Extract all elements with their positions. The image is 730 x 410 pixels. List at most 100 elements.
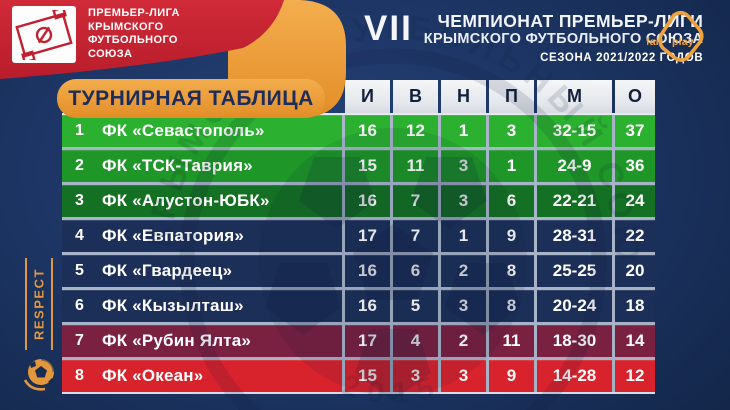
row-position: 8 bbox=[75, 367, 84, 384]
row-games: 16 bbox=[345, 115, 390, 147]
row-draws: 3 bbox=[441, 150, 486, 182]
row-wins: 4 bbox=[393, 325, 438, 357]
championship-title: ЧЕМПИОНАТ ПРЕМЬЕР-ЛИГИ bbox=[437, 11, 704, 31]
column-header: В bbox=[393, 80, 438, 113]
row-club-cell: 2 ФК «ТСК-Таврия» bbox=[62, 150, 342, 182]
row-losses: 8 bbox=[489, 255, 534, 287]
row-wins: 11 bbox=[393, 150, 438, 182]
row-draws: 3 bbox=[441, 290, 486, 322]
row-losses: 9 bbox=[489, 220, 534, 252]
row-position: 1 bbox=[75, 122, 84, 139]
row-wins: 3 bbox=[393, 360, 438, 392]
standings-table: 1 ФК «Севастополь» 16 12 1 3 32-15 37 2 … bbox=[62, 113, 655, 394]
row-wins: 5 bbox=[393, 290, 438, 322]
row-games: 16 bbox=[345, 290, 390, 322]
row-games: 15 bbox=[345, 150, 390, 182]
row-games: 15 bbox=[345, 360, 390, 392]
row-wins: 7 bbox=[393, 220, 438, 252]
row-club-name: ФК «ТСК-Таврия» bbox=[102, 156, 253, 175]
championship-subtitle: КРЫМСКОГО ФУТБОЛЬНОГО СОЮЗА bbox=[423, 31, 704, 47]
fairplay-word-fair: fair bbox=[646, 36, 664, 48]
federation-name-line: КРЫМСКОГО bbox=[88, 20, 164, 33]
row-draws: 2 bbox=[441, 255, 486, 287]
row-draws: 2 bbox=[441, 325, 486, 357]
respect-label: RESPECT bbox=[31, 268, 47, 340]
column-header: Н bbox=[441, 80, 486, 113]
row-losses: 6 bbox=[489, 185, 534, 217]
column-header: М bbox=[537, 80, 612, 113]
federation-name: ПРЕМЬЕР-ЛИГА КРЫМСКОГО ФУТБОЛЬНОГО СОЮЗА bbox=[88, 7, 180, 61]
row-club-cell: 8 ФК «Океан» bbox=[62, 360, 342, 392]
row-points: 12 bbox=[615, 360, 655, 392]
row-losses: 11 bbox=[489, 325, 534, 357]
row-losses: 3 bbox=[489, 115, 534, 147]
row-goals: 28-31 bbox=[537, 220, 612, 252]
respect-line bbox=[25, 258, 27, 350]
row-losses: 1 bbox=[489, 150, 534, 182]
row-position: 6 bbox=[75, 297, 84, 314]
row-club-cell: 4 ФК «Евпатория» bbox=[62, 220, 342, 252]
row-goals: 32-15 bbox=[537, 115, 612, 147]
row-position: 5 bbox=[75, 262, 84, 279]
row-wins: 6 bbox=[393, 255, 438, 287]
football-icon bbox=[23, 357, 56, 391]
row-points: 36 bbox=[615, 150, 655, 182]
row-losses: 9 bbox=[489, 360, 534, 392]
row-club-cell: 6 ФК «Кызылташ» bbox=[62, 290, 342, 322]
row-points: 37 bbox=[615, 115, 655, 147]
row-draws: 1 bbox=[441, 115, 486, 147]
column-header: И bbox=[345, 80, 390, 113]
federation-name-line: СОЮЗА bbox=[88, 47, 133, 60]
row-points: 22 bbox=[615, 220, 655, 252]
fairplay-shield-icon bbox=[658, 10, 704, 62]
row-draws: 1 bbox=[441, 220, 486, 252]
row-games: 16 bbox=[345, 255, 390, 287]
column-header: П bbox=[489, 80, 534, 113]
fairplay-logo: fair play bbox=[646, 10, 704, 68]
row-draws: 3 bbox=[441, 185, 486, 217]
fairplay-word-play: play bbox=[672, 36, 694, 48]
row-points: 14 bbox=[615, 325, 655, 357]
pitch-icon bbox=[15, 9, 73, 60]
row-points: 24 bbox=[615, 185, 655, 217]
row-club-name: ФК «Рубин Ялта» bbox=[102, 331, 252, 350]
row-club-name: ФК «Гвардеец» bbox=[102, 261, 233, 280]
federation-name-line: ФУТБОЛЬНОГО bbox=[88, 34, 178, 46]
row-club-name: ФК «Евпатория» bbox=[102, 226, 245, 245]
column-header: О bbox=[615, 80, 655, 113]
row-games: 17 bbox=[345, 325, 390, 357]
orange-banner-pill bbox=[57, 79, 325, 118]
row-goals: 22-21 bbox=[537, 185, 612, 217]
row-club-name: ФК «Океан» bbox=[102, 366, 204, 385]
respect-line bbox=[51, 258, 53, 350]
row-games: 16 bbox=[345, 185, 390, 217]
respect-badge: RESPECT bbox=[20, 258, 60, 398]
federation-name-line: ПРЕМЬЕР-ЛИГА bbox=[88, 7, 180, 19]
row-position: 3 bbox=[75, 192, 84, 209]
row-points: 20 bbox=[615, 255, 655, 287]
row-goals: 25-25 bbox=[537, 255, 612, 287]
row-position: 7 bbox=[75, 332, 84, 349]
row-club-cell: 3 ФК «Алустон-ЮБК» bbox=[62, 185, 342, 217]
row-goals: 14-28 bbox=[537, 360, 612, 392]
row-games: 17 bbox=[345, 220, 390, 252]
row-club-name: ФК «Алустон-ЮБК» bbox=[102, 191, 270, 210]
championship-heading: VII ЧЕМПИОНАТ ПРЕМЬЕР-ЛИГИ КРЫМСКОГО ФУТ… bbox=[364, 11, 704, 64]
row-wins: 7 bbox=[393, 185, 438, 217]
page-title: ТУРНИРНАЯ ТАБЛИЦА bbox=[68, 86, 314, 110]
row-goals: 20-24 bbox=[537, 290, 612, 322]
row-club-cell: 1 ФК «Севастополь» bbox=[62, 115, 342, 147]
row-position: 4 bbox=[75, 227, 84, 244]
row-points: 18 bbox=[615, 290, 655, 322]
row-losses: 8 bbox=[489, 290, 534, 322]
row-goals: 18-30 bbox=[537, 325, 612, 357]
season-label: СЕЗОНА 2021/2022 ГОДОВ bbox=[540, 52, 704, 64]
federation-logo bbox=[12, 6, 76, 63]
row-club-cell: 7 ФК «Рубин Ялта» bbox=[62, 325, 342, 357]
row-draws: 3 bbox=[441, 360, 486, 392]
row-position: 2 bbox=[75, 157, 84, 174]
row-club-name: ФК «Севастополь» bbox=[102, 121, 265, 140]
row-wins: 12 bbox=[393, 115, 438, 147]
